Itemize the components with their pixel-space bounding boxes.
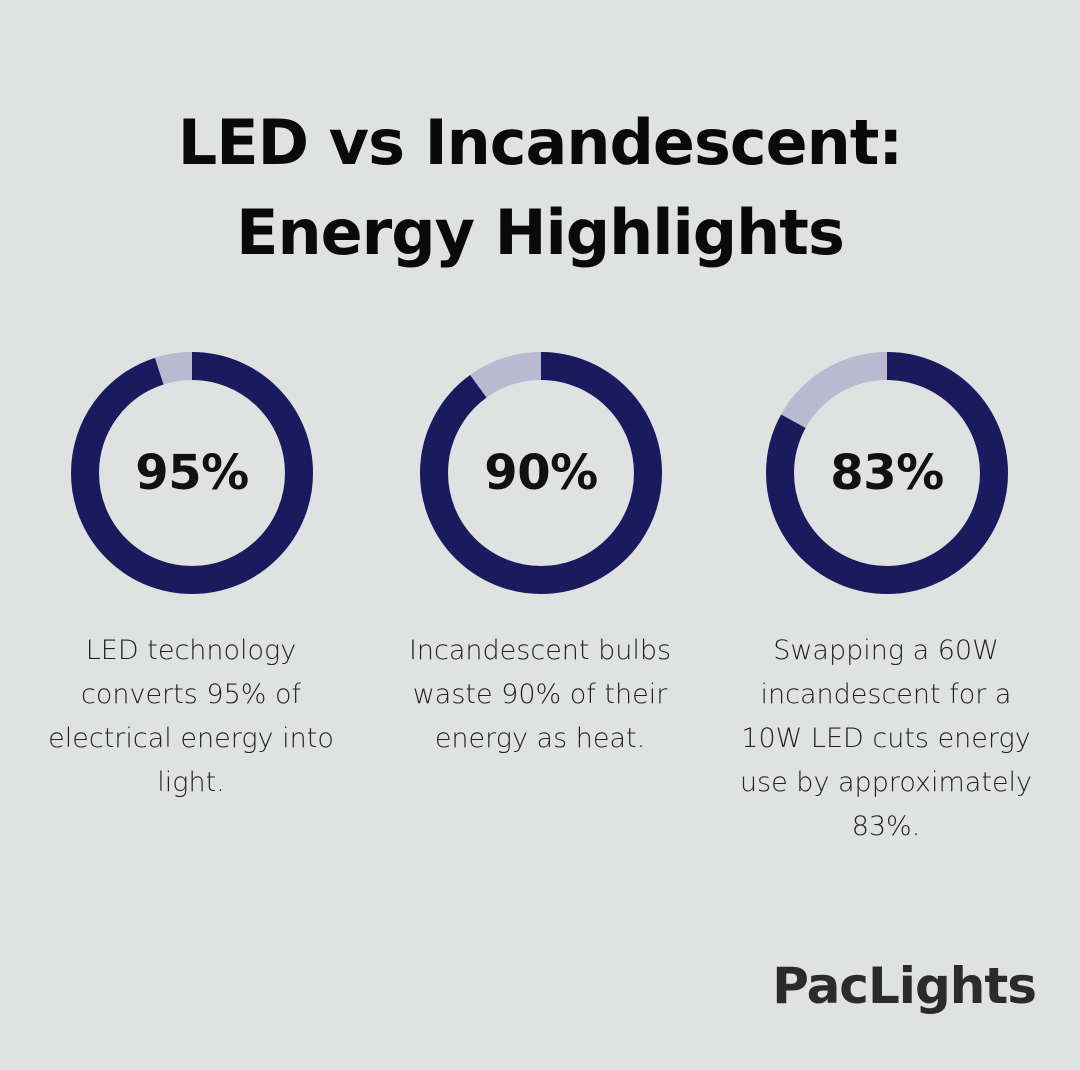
page-title: LED vs Incandescent: Energy Highlights [0,98,1080,278]
stat-description-2: Incandescent bulbs waste 90% of their en… [408,635,672,754]
percentage-label-1: 95% [135,445,249,501]
title-line-2: Energy Highlights [236,196,845,269]
stat-description-1: LED technology converts 95% of electrica… [48,635,334,798]
donut-value-arc-3 [766,352,1008,594]
donut-value-arc-2 [420,352,662,594]
donut-value-arc-1 [71,352,313,594]
stat-description-3: Swapping a 60W incandescent for a 10W LE… [739,635,1033,842]
paclights-logo: PacLights [772,957,1037,1015]
donut-chart-1 [71,352,313,594]
percentage-label-3: 83% [830,445,944,501]
percentage-label-2: 90% [484,445,598,501]
donut-chart-2 [420,352,662,594]
donut-chart-3 [766,352,1008,594]
title-line-1: LED vs Incandescent: [177,106,903,179]
